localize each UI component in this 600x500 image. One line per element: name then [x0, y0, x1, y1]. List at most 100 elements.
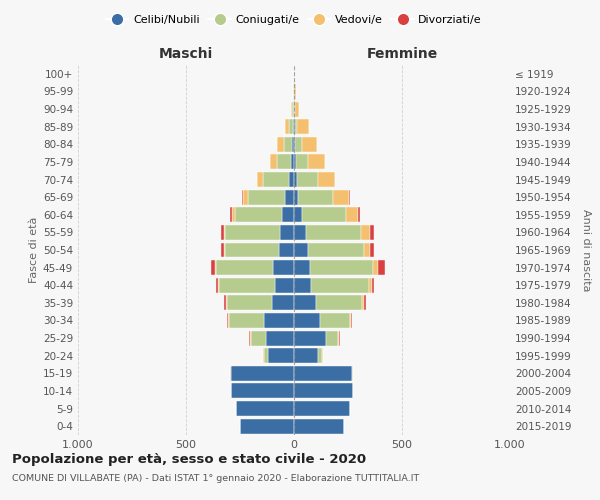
Bar [264, 348, 268, 363]
Bar [372, 278, 374, 292]
Bar [218, 278, 220, 292]
Bar [294, 102, 295, 116]
Bar [302, 208, 346, 222]
Bar [310, 260, 373, 275]
Bar [326, 330, 338, 345]
Bar [291, 102, 292, 116]
Bar [349, 190, 350, 204]
Bar [294, 242, 308, 258]
Bar [266, 330, 294, 345]
Bar [370, 225, 374, 240]
Bar [227, 313, 228, 328]
Y-axis label: Fasce di età: Fasce di età [29, 217, 39, 283]
Bar [251, 330, 266, 345]
Bar [243, 190, 248, 204]
Bar [361, 225, 370, 240]
Bar [289, 172, 294, 187]
Bar [291, 154, 294, 170]
Bar [284, 137, 292, 152]
Bar [277, 137, 284, 152]
Bar [263, 172, 289, 187]
Text: Maschi: Maschi [159, 48, 213, 62]
Bar [294, 348, 318, 363]
Bar [378, 260, 385, 275]
Bar [296, 172, 318, 187]
Bar [294, 278, 311, 292]
Bar [294, 366, 352, 381]
Bar [232, 208, 235, 222]
Bar [232, 366, 294, 381]
Bar [320, 313, 350, 328]
Bar [225, 225, 280, 240]
Bar [230, 366, 232, 381]
Bar [215, 260, 216, 275]
Bar [364, 242, 370, 258]
Bar [358, 208, 360, 222]
Bar [224, 296, 226, 310]
Bar [229, 313, 264, 328]
Bar [294, 418, 344, 434]
Bar [350, 313, 351, 328]
Bar [294, 190, 298, 204]
Bar [277, 154, 291, 170]
Bar [289, 119, 293, 134]
Bar [240, 418, 294, 434]
Bar [286, 190, 294, 204]
Bar [232, 384, 294, 398]
Bar [370, 242, 374, 258]
Bar [294, 330, 326, 345]
Bar [257, 172, 263, 187]
Bar [295, 119, 297, 134]
Bar [220, 278, 275, 292]
Bar [292, 102, 293, 116]
Bar [368, 278, 372, 292]
Bar [227, 296, 272, 310]
Bar [338, 330, 340, 345]
Bar [308, 154, 325, 170]
Bar [316, 296, 362, 310]
Bar [298, 190, 333, 204]
Bar [250, 330, 251, 345]
Bar [294, 154, 296, 170]
Bar [224, 225, 225, 240]
Bar [302, 137, 317, 152]
Bar [295, 102, 299, 116]
Bar [282, 208, 294, 222]
Bar [224, 242, 225, 258]
Bar [294, 172, 296, 187]
Bar [221, 242, 224, 258]
Bar [295, 84, 296, 99]
Bar [296, 154, 308, 170]
Bar [216, 260, 274, 275]
Bar [297, 119, 309, 134]
Bar [306, 225, 361, 240]
Bar [221, 225, 224, 240]
Bar [294, 137, 295, 152]
Bar [235, 208, 282, 222]
Bar [294, 225, 306, 240]
Bar [236, 401, 294, 416]
Bar [294, 119, 295, 134]
Bar [318, 172, 335, 187]
Bar [293, 119, 294, 134]
Legend: Celibi/Nubili, Coniugati/e, Vedovi/e, Divorziati/e: Celibi/Nubili, Coniugati/e, Vedovi/e, Di… [102, 10, 486, 29]
Bar [272, 296, 294, 310]
Bar [294, 313, 320, 328]
Bar [292, 137, 294, 152]
Bar [294, 296, 316, 310]
Text: COMUNE DI VILLABATE (PA) - Dati ISTAT 1° gennaio 2020 - Elaborazione TUTTITALIA.: COMUNE DI VILLABATE (PA) - Dati ISTAT 1°… [12, 474, 419, 483]
Bar [294, 401, 350, 416]
Bar [230, 208, 232, 222]
Bar [242, 190, 243, 204]
Bar [275, 278, 294, 292]
Bar [294, 208, 302, 222]
Bar [294, 260, 310, 275]
Bar [248, 190, 286, 204]
Bar [216, 278, 218, 292]
Bar [364, 296, 366, 310]
Bar [270, 154, 277, 170]
Y-axis label: Anni di nascita: Anni di nascita [581, 209, 591, 291]
Bar [318, 348, 322, 363]
Bar [346, 208, 358, 222]
Bar [268, 348, 294, 363]
